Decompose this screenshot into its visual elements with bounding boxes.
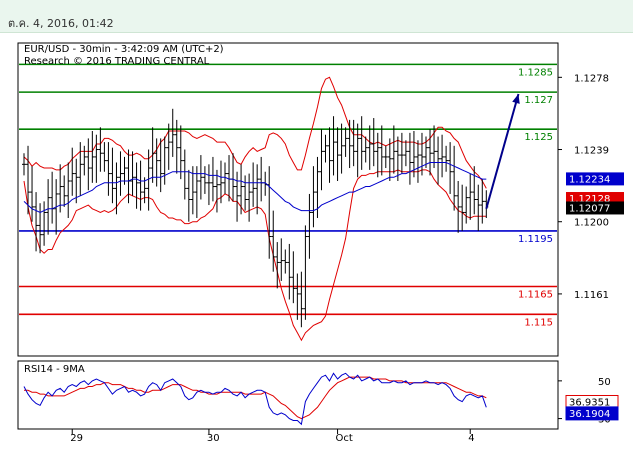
- y-tick-label-3: 1.1161: [574, 290, 609, 301]
- level-label-2: 1.125: [524, 132, 553, 143]
- moving-average-line: [23, 162, 487, 214]
- forecast-arrow-layer: [485, 93, 520, 210]
- y-axis: 1.1278 1.1239 1.1200 1.1161: [558, 73, 609, 301]
- chart-title: EUR/USD - 30min - 3:42:09 AM (UTC+2): [24, 44, 224, 55]
- chart-subtitle: Research © 2016 TRADING CENTRAL: [24, 56, 210, 67]
- level-label-0: 1.1285: [518, 67, 553, 78]
- main-panel-frame: [17, 42, 559, 357]
- x-tick-label-1: 30: [207, 433, 220, 444]
- header-bar: ต.ค. 4, 2016, 01:42: [0, 0, 633, 33]
- rsi-ma-line: [24, 376, 487, 420]
- x-tick-label-4: 4: [468, 433, 474, 444]
- timestamp: ต.ค. 4, 2016, 01:42: [8, 17, 114, 30]
- rsi-badge-1: [565, 406, 619, 421]
- y-tick-label-2: 1.1200: [574, 218, 609, 229]
- rsi-line: [23, 372, 487, 426]
- rsi-badge-label-0: 36.9351: [569, 397, 610, 408]
- moving-average-layer: [23, 162, 487, 214]
- forecast-arrow-head: [512, 93, 520, 104]
- rsi-y-tick-label-0: 50: [598, 377, 611, 388]
- level-label-5: 1.115: [524, 317, 553, 328]
- price-bars-layer: [22, 108, 489, 328]
- y-tick-label-0: 1.1278: [574, 73, 609, 84]
- rsi-title: RSI14 - 9MA: [24, 364, 85, 375]
- forecast-arrow-shaft: [485, 93, 520, 210]
- price-badge-label-2: 1.12077: [569, 203, 610, 214]
- price-badge-2: [566, 201, 624, 215]
- level-label-1: 1.127: [524, 95, 553, 106]
- price-badge-0: [566, 172, 624, 186]
- levels-layer: 1.1285 1.127 1.125 1.1195 1.1165 1.115: [19, 63, 557, 328]
- level-label-3: 1.1195: [518, 234, 553, 245]
- bollinger-upper-line: [23, 76, 487, 189]
- x-tick-label-3: Oct: [336, 433, 353, 444]
- y-tick-label-1: 1.1239: [574, 146, 609, 157]
- x-tick-label-0: 29: [70, 433, 83, 444]
- level-label-4: 1.1165: [518, 290, 553, 301]
- x-axis: 29 30 Oct 4: [70, 429, 475, 444]
- price-badge-label-1: 1.12128: [569, 194, 610, 205]
- rsi-badge-label-1: 36.1904: [569, 409, 610, 420]
- price-badge-label-0: 1.12234: [569, 174, 610, 185]
